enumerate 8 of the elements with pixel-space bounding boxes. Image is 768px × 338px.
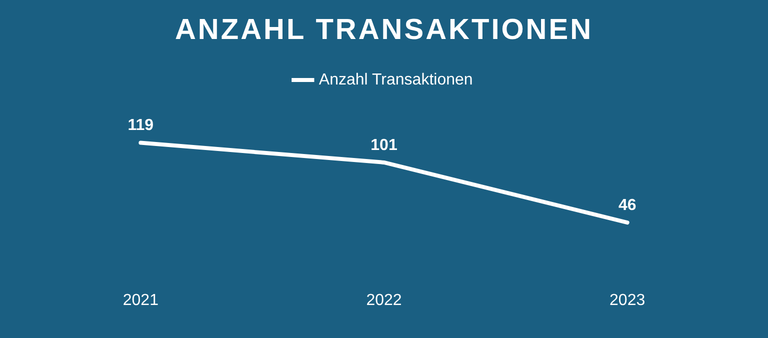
x-tick-label: 2022 [366,292,402,309]
data-label: 119 [128,117,154,134]
x-tick-label: 2021 [122,292,159,309]
data-label: 101 [370,136,398,154]
data-label: 46 [618,196,636,214]
x-tick-label: 2023 [610,292,646,309]
legend-label: Anzahl Transaktionen [318,71,473,88]
chart-title: ANZAHL TRANSAKTIONEN [174,14,594,47]
